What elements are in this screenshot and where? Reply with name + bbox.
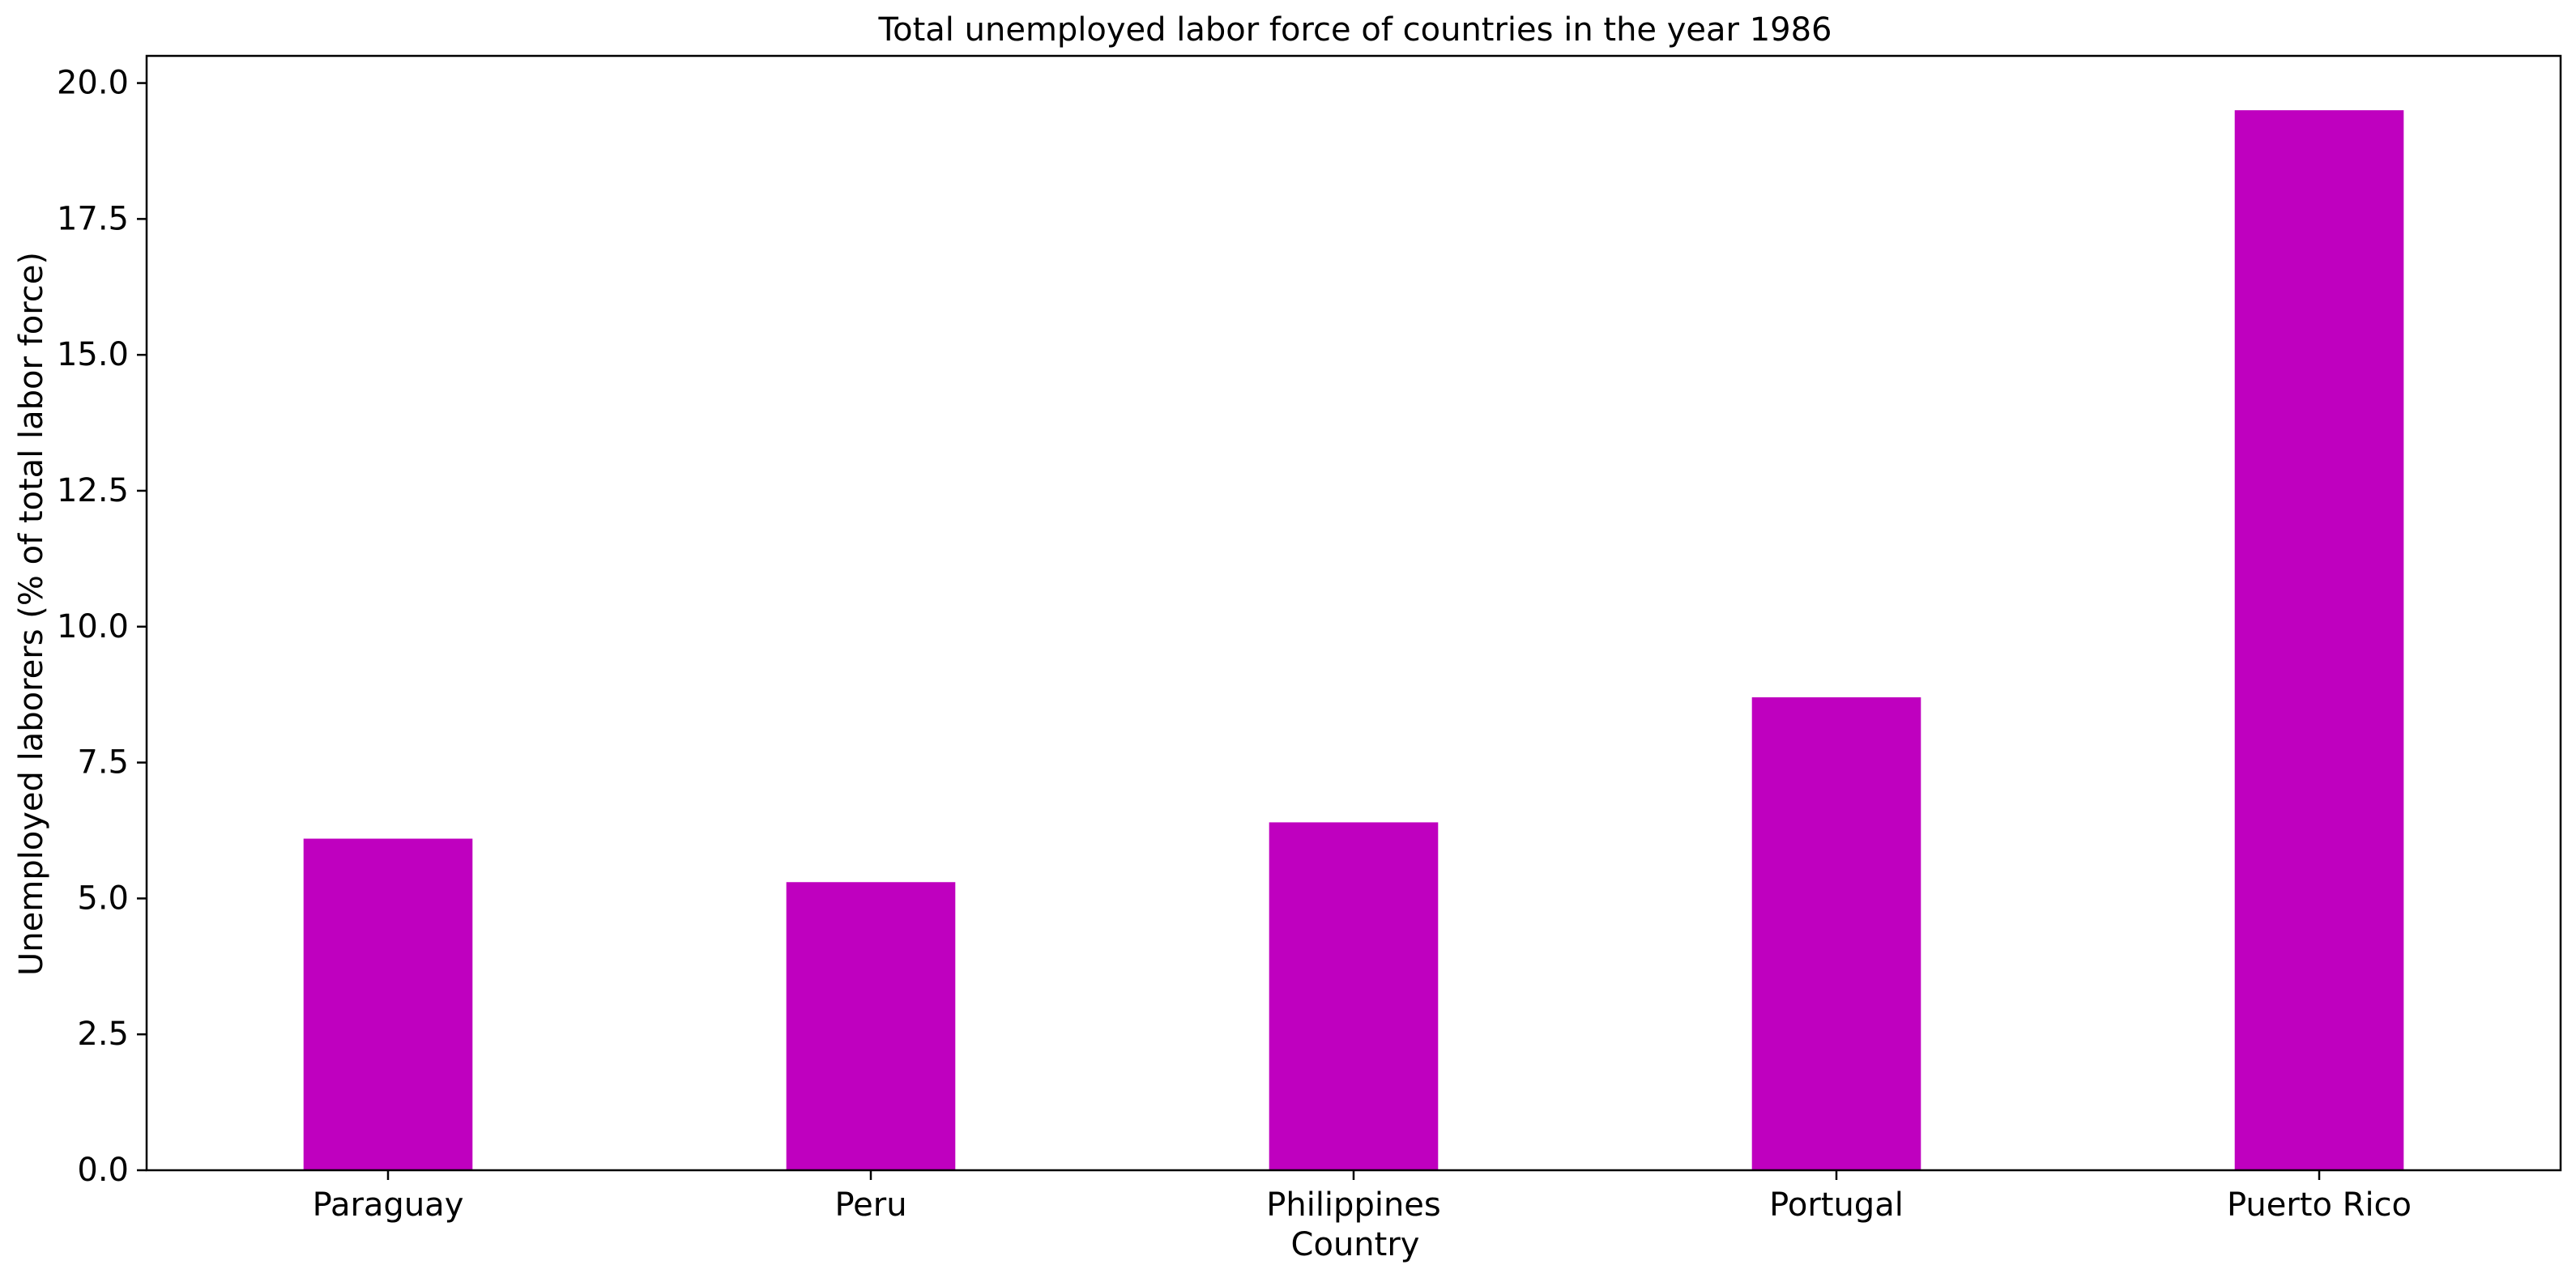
y-tick-label: 15.0 <box>57 336 129 373</box>
bar-puerto-rico <box>2234 110 2404 1170</box>
bars-group <box>303 110 2404 1170</box>
x-tick-label: Peru <box>834 1186 906 1224</box>
y-tick-label: 10.0 <box>57 608 129 645</box>
plot-frame <box>145 54 2562 1172</box>
x-axis-ticks: Paraguay Peru Philippines Portugal Puerto Ri… <box>313 1170 2412 1224</box>
y-tick-label: 0.0 <box>77 1152 129 1189</box>
y-tick-label: 7.5 <box>77 744 129 782</box>
x-tick-label: Philippines <box>1266 1186 1441 1224</box>
y-tick-label: 2.5 <box>77 1016 129 1053</box>
x-tick-label: Portugal <box>1769 1186 1904 1224</box>
y-tick-label: 17.5 <box>57 200 129 237</box>
y-tick-label: 12.5 <box>57 472 129 509</box>
x-tick-label: Puerto Rico <box>2227 1186 2412 1224</box>
bar-paraguay <box>303 838 473 1170</box>
y-tick-label: 5.0 <box>77 880 129 917</box>
chart-title: Total unemployed labor force of countrie… <box>878 11 1832 49</box>
bar-peru <box>786 882 956 1170</box>
bar-philippines <box>1269 822 1439 1170</box>
y-tick-label: 20.0 <box>57 65 129 102</box>
x-axis-label: Country <box>1291 1226 1420 1263</box>
y-axis-label: Unemployed laborers (% of total labor fo… <box>13 252 50 976</box>
x-tick-label: Paraguay <box>313 1186 464 1224</box>
bar-portugal <box>1751 697 1921 1170</box>
y-axis-ticks: 0.0 2.5 5.0 7.5 10.0 12.5 15.0 17.5 20.0 <box>57 65 147 1189</box>
